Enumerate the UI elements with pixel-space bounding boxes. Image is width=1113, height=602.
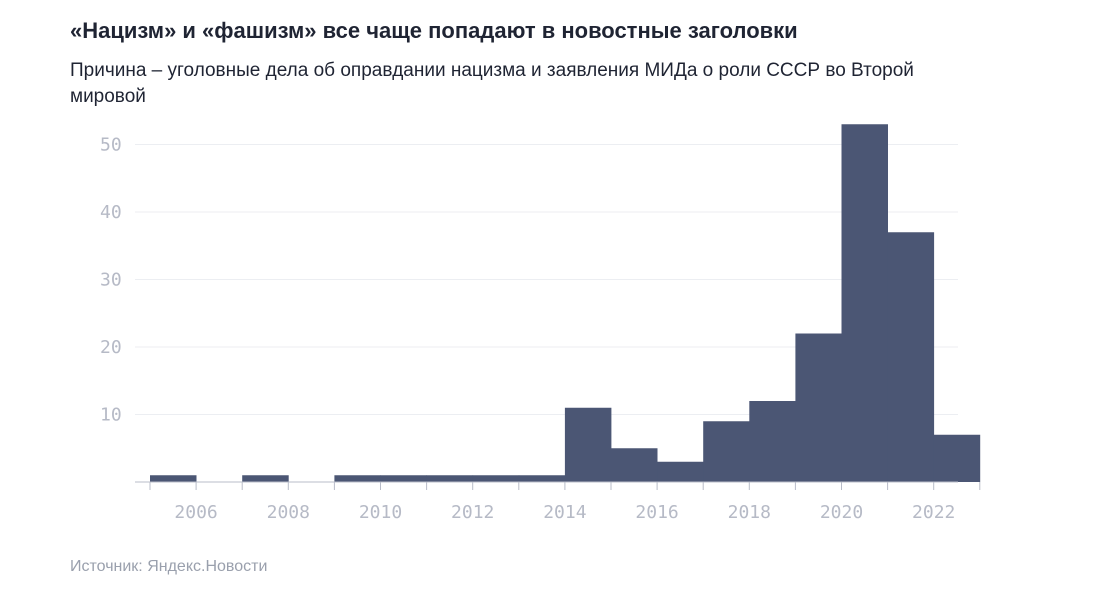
- bar-2013: [518, 475, 566, 482]
- source-note: Источник: Яндекс.Новости: [70, 558, 268, 575]
- bar-2020: [841, 124, 888, 482]
- x-tick-label-2020: 2020: [820, 502, 863, 523]
- y-tick-label-50: 50: [100, 135, 122, 156]
- x-tick-label-2014: 2014: [543, 502, 586, 523]
- bar-2005: [150, 475, 197, 482]
- y-tick-label-40: 40: [100, 202, 122, 223]
- x-tick-label-2006: 2006: [174, 502, 217, 523]
- bar-2016: [657, 461, 704, 482]
- bar-2021: [887, 232, 935, 482]
- bar-2012: [472, 475, 520, 482]
- bar-2007: [242, 475, 289, 482]
- y-tick-label-30: 30: [100, 270, 122, 291]
- x-tick-label-2016: 2016: [635, 502, 678, 523]
- x-tick-label-2018: 2018: [728, 502, 771, 523]
- bar-2009: [334, 475, 381, 482]
- y-tick-label-10: 10: [100, 405, 122, 426]
- x-tick-label-2012: 2012: [451, 502, 494, 523]
- chart-title: «Нацизм» и «фашизм» все чаще попадают в …: [70, 18, 798, 43]
- bar-2015: [611, 448, 658, 482]
- bar-2019: [795, 333, 842, 482]
- chart-subtitle: Причина – уголовные дела об оправдании н…: [70, 60, 914, 107]
- x-tick-label-2010: 2010: [359, 502, 402, 523]
- x-tick-label-2008: 2008: [267, 502, 310, 523]
- bar-2010: [380, 475, 427, 482]
- bar-2011: [426, 475, 474, 482]
- bar-2017: [703, 421, 750, 482]
- x-tick-label-2022: 2022: [912, 502, 955, 523]
- bar-2018: [749, 401, 796, 482]
- bar-2014: [564, 407, 612, 482]
- bar-2022: [933, 434, 981, 482]
- y-tick-label-20: 20: [100, 337, 122, 358]
